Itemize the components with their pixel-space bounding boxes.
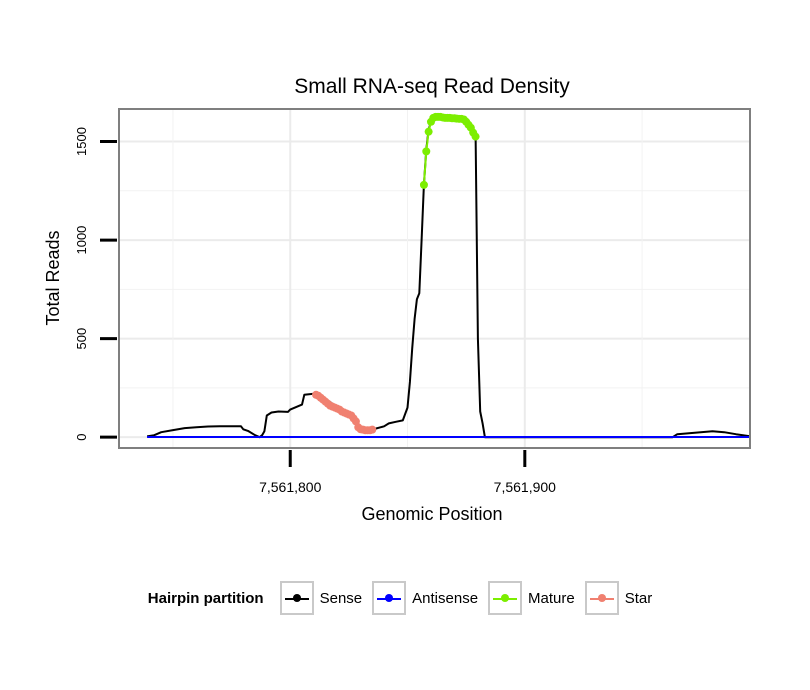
legend: Hairpin partition Sense Antisense Mature… [0, 578, 810, 618]
y-tick-label: 0 [74, 434, 89, 441]
legend-label-antisense: Antisense [412, 589, 479, 607]
y-tick-label: 1000 [74, 226, 89, 255]
plot-background [119, 109, 750, 448]
grid-lines [119, 109, 750, 448]
chart-title: Small RNA-seq Read Density [294, 75, 570, 98]
legend-key-antisense [372, 581, 407, 615]
data-point-mature [471, 132, 480, 141]
legend-item-antisense: Antisense [372, 581, 482, 615]
y-tick-label: 500 [74, 328, 89, 350]
legend-item-sense: Sense [279, 581, 367, 615]
x-tick-label: 7,561,800 [259, 479, 321, 495]
data-point-mature [424, 127, 433, 136]
legend-label-star: Star [624, 589, 653, 607]
legend-item-star: Star [584, 581, 657, 615]
x-axis-label: Genomic Position [361, 504, 502, 524]
data-point-mature [422, 147, 431, 156]
legend-label-sense: Sense [319, 589, 363, 607]
axes: 0 500 1000 1500 7,561,800 7,561,900 [74, 127, 556, 495]
series-layer [146, 112, 751, 439]
plot-border [118, 108, 751, 449]
legend-key-mature [488, 581, 523, 615]
data-point-star [368, 425, 377, 434]
data-point-mature [419, 180, 428, 189]
legend-item-mature: Mature [488, 581, 579, 615]
y-tick-label: 1500 [74, 127, 89, 156]
legend-label-mature: Mature [528, 589, 575, 607]
legend-title: Hairpin partition [147, 589, 264, 607]
legend-key-sense [279, 581, 314, 615]
legend-key-star [584, 581, 619, 615]
x-tick-label: 7,561,900 [494, 479, 556, 495]
y-axis-label: Total Reads [43, 230, 63, 325]
